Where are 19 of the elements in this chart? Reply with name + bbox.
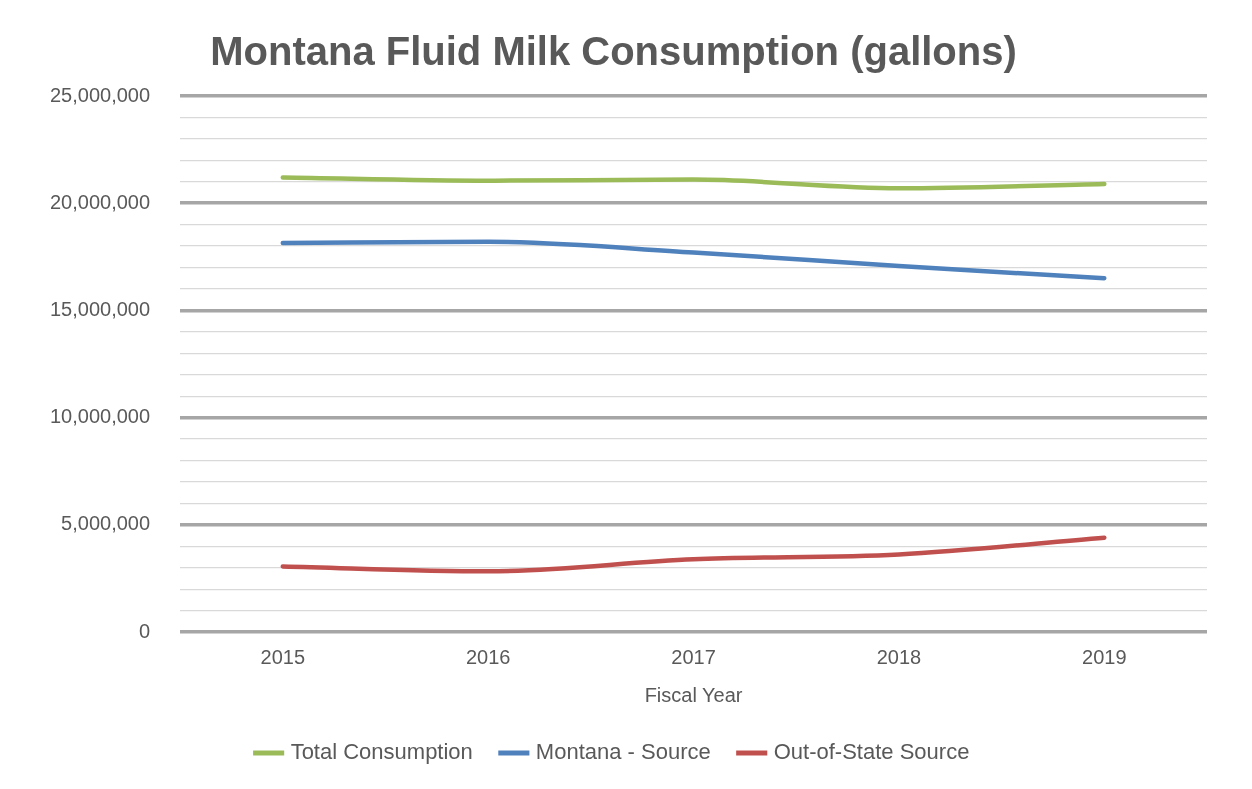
y-tick-label: 10,000,000 <box>49 405 151 428</box>
y-tick-label: 0 <box>138 619 151 642</box>
x-tick-label: 2019 <box>1082 645 1127 668</box>
x-tick-label: 2018 <box>876 645 922 668</box>
y-tick-label: 20,000,000 <box>49 190 151 213</box>
y-tick-label: 25,000,000 <box>49 83 151 106</box>
x-tick-label: 2015 <box>260 645 306 668</box>
chart-title: Montana Fluid Milk Consumption (gallons) <box>210 29 1017 74</box>
x-tick-label: 2017 <box>671 645 716 668</box>
legend-label: Montana - Source <box>535 739 711 765</box>
legend-label: Total Consumption <box>290 739 473 765</box>
x-tick-label: 2016 <box>465 645 511 668</box>
x-axis-title: Fiscal Year <box>644 683 743 706</box>
y-tick-label: 15,000,000 <box>49 297 151 320</box>
line-series <box>280 175 1107 191</box>
y-tick-label: 5,000,000 <box>61 512 151 535</box>
legend-label: Out-of-State Source <box>773 739 970 765</box>
line-series <box>280 239 1107 281</box>
line-series <box>280 535 1107 574</box>
